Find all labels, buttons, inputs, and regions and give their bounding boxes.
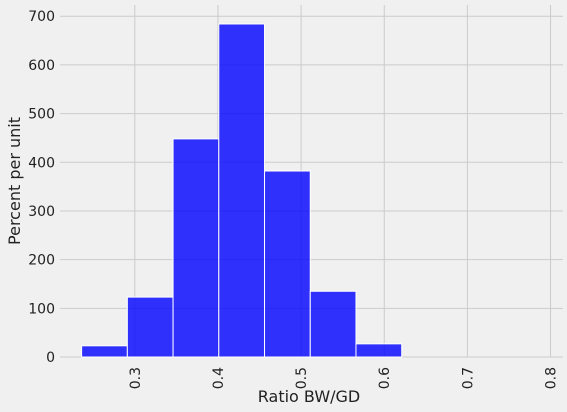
bar (309, 290, 357, 358)
bar (355, 343, 403, 358)
y-tick-label: 600 (28, 58, 55, 74)
bar (81, 345, 128, 358)
y-tick-label: 400 (28, 155, 55, 171)
bar (126, 296, 174, 358)
bar (172, 138, 220, 358)
bar (218, 23, 266, 358)
x-tick-label: 0.8 (544, 367, 560, 389)
bar (264, 170, 311, 358)
x-axis-label: Ratio BW/GD (258, 387, 361, 406)
x-tick-label: 0.6 (377, 367, 393, 389)
x-tick-label: 0.4 (211, 367, 227, 389)
y-tick-label: 700 (28, 9, 55, 25)
y-tick-label: 100 (28, 301, 55, 317)
x-tick-label: 0.3 (128, 367, 144, 389)
x-tick-label: 0.5 (294, 367, 310, 389)
x-tick-label: 0.7 (460, 367, 476, 389)
y-tick-label: 0 (46, 350, 55, 366)
y-tick-label: 300 (28, 204, 55, 220)
y-tick-label: 200 (28, 253, 55, 269)
y-tick-label: 500 (28, 107, 55, 123)
y-axis-label: Percent per unit (5, 117, 24, 245)
